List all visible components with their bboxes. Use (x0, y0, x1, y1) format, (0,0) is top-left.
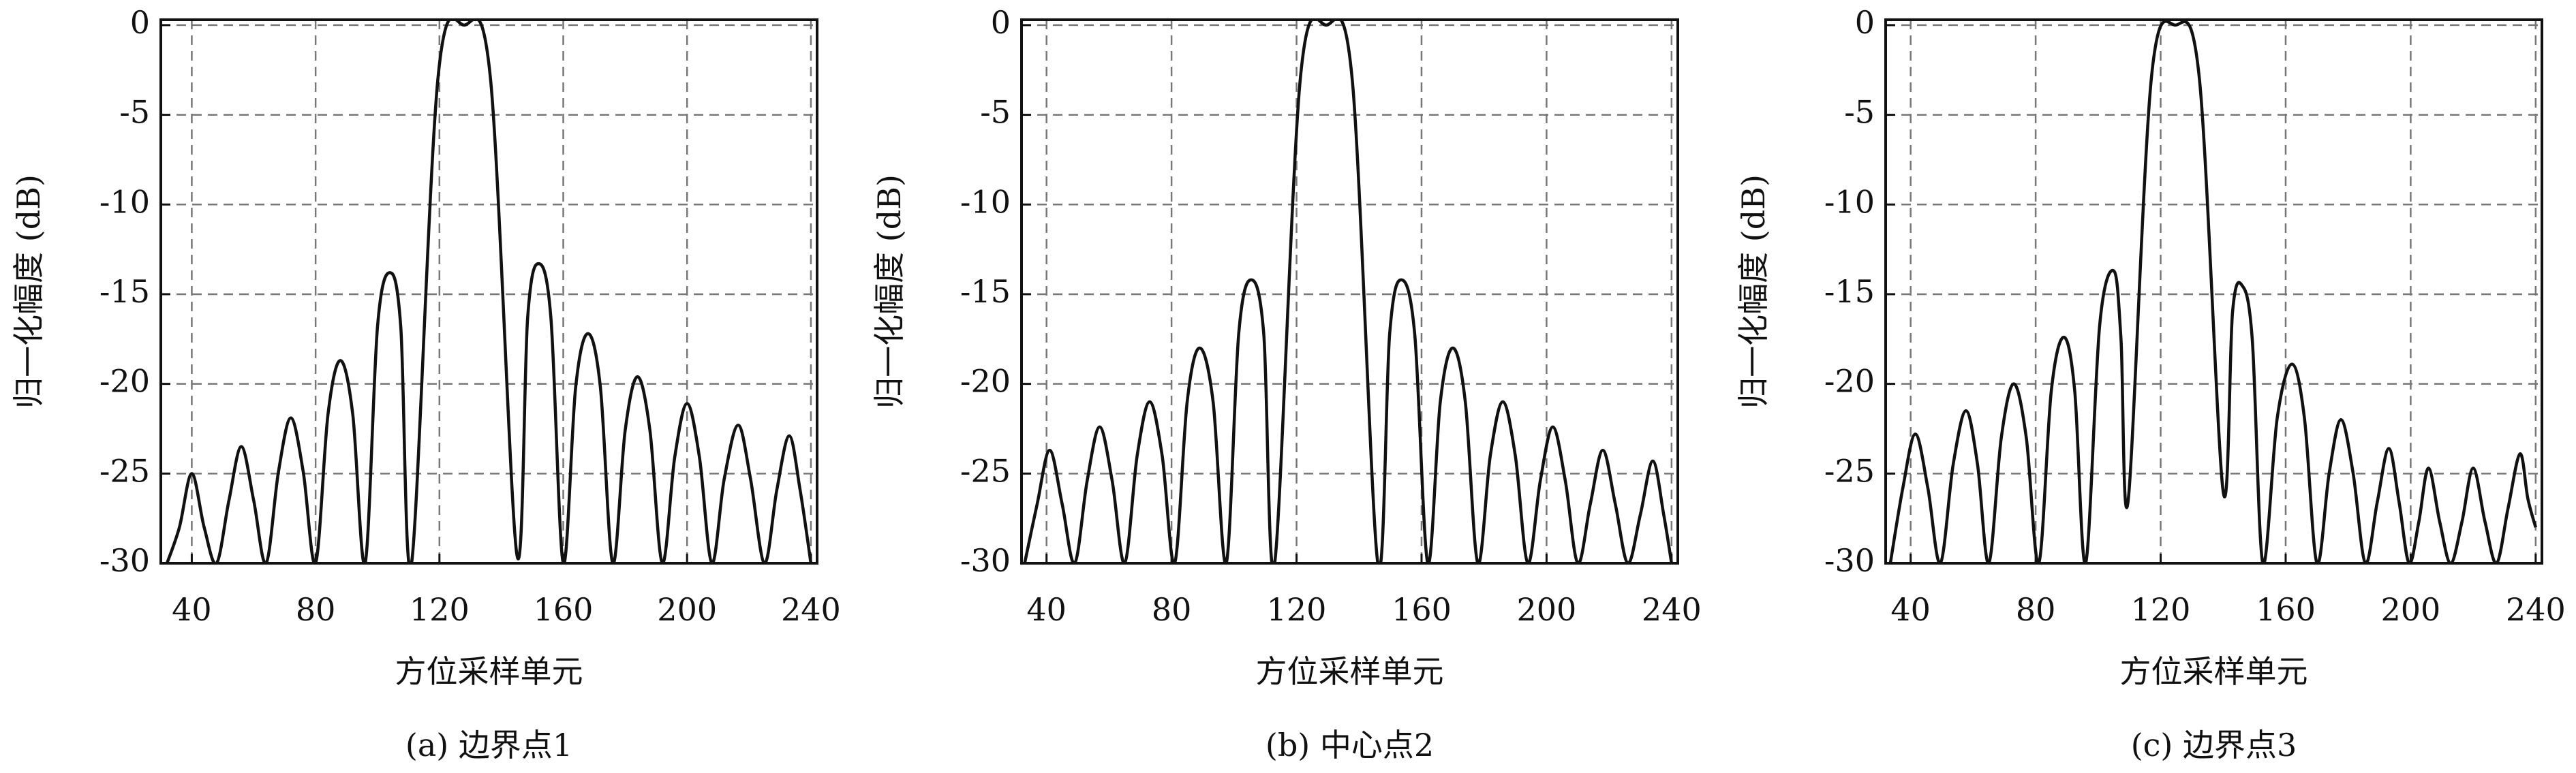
y-tick-label: -10 (99, 183, 150, 220)
y-tick-label: -5 (1844, 94, 1875, 131)
y-tick-label: -15 (1824, 273, 1875, 310)
data-line (1023, 20, 1674, 563)
plot-frame (1020, 18, 1679, 565)
y-tick-label: -25 (1824, 452, 1875, 489)
x-tick-label: 40 (172, 591, 212, 628)
y-tick-label: -15 (99, 273, 150, 310)
plot-frame (159, 18, 818, 565)
x-tick-label: 200 (657, 591, 717, 628)
y-tick-label: -15 (960, 273, 1011, 310)
x-axis-label: 方位采样单元 (1256, 653, 1444, 690)
y-tick-label: -5 (980, 94, 1011, 131)
y-tick-label: -20 (960, 363, 1011, 400)
x-tick-label: 160 (2256, 591, 2316, 628)
y-tick-label: -20 (99, 363, 150, 400)
y-tick-label: -25 (99, 452, 150, 489)
x-tick-label: 200 (2380, 591, 2440, 628)
y-tick-label: -30 (960, 542, 1011, 579)
x-tick-label: 120 (410, 591, 470, 628)
x-axis-label: 方位采样单元 (2120, 653, 2308, 690)
data-line (1888, 20, 2538, 563)
y-axis-label: 归一化幅度 (dB) (1735, 174, 1772, 409)
x-tick-label: 40 (1026, 591, 1067, 628)
y-axis-label: 归一化幅度 (dB) (871, 174, 908, 409)
x-tick-label: 40 (1890, 591, 1931, 628)
data-line (165, 20, 813, 563)
y-tick-label: 0 (1855, 4, 1875, 41)
y-tick-label: -5 (119, 94, 150, 131)
caption: (a) 边界点1 (405, 727, 572, 763)
x-tick-label: 160 (1392, 591, 1452, 628)
y-tick-label: -10 (1824, 183, 1875, 220)
x-tick-label: 200 (1516, 591, 1576, 628)
panel: -30 -25 -20 -15 -10 -5 0 40 80 120 160 200 240 方位采样单元… (1735, 4, 2566, 763)
y-axis-label: 归一化幅度 (dB) (10, 174, 47, 409)
x-tick-label: 80 (296, 591, 336, 628)
caption: (b) 中心点2 (1266, 727, 1434, 763)
y-tick-label: 0 (991, 4, 1011, 41)
x-tick-label: 240 (1642, 591, 1702, 628)
y-tick-label: 0 (130, 4, 150, 41)
x-tick-label: 160 (534, 591, 594, 628)
caption: (c) 边界点3 (2131, 727, 2297, 763)
y-tick-label: -10 (960, 183, 1011, 220)
plot-frame (1884, 18, 2543, 565)
y-tick-label: -25 (960, 452, 1011, 489)
x-tick-label: 120 (2131, 591, 2191, 628)
y-tick-label: -30 (1824, 542, 1875, 579)
panel: -30 -25 -20 -15 -10 -5 0 40 80 120 160 200 240 方位采样单元… (871, 4, 1702, 763)
x-tick-label: 80 (1152, 591, 1192, 628)
x-tick-label: 80 (2016, 591, 2056, 628)
x-tick-label: 120 (1267, 591, 1327, 628)
x-tick-label: 240 (2506, 591, 2566, 628)
y-tick-label: -30 (99, 542, 150, 579)
x-axis-label: 方位采样单元 (395, 653, 583, 690)
x-tick-label: 240 (781, 591, 841, 628)
panel: -30 -25 -20 -15 -10 -5 0 40 80 120 160 200 240 方位采样单元… (10, 4, 841, 763)
y-tick-label: -20 (1824, 363, 1875, 400)
